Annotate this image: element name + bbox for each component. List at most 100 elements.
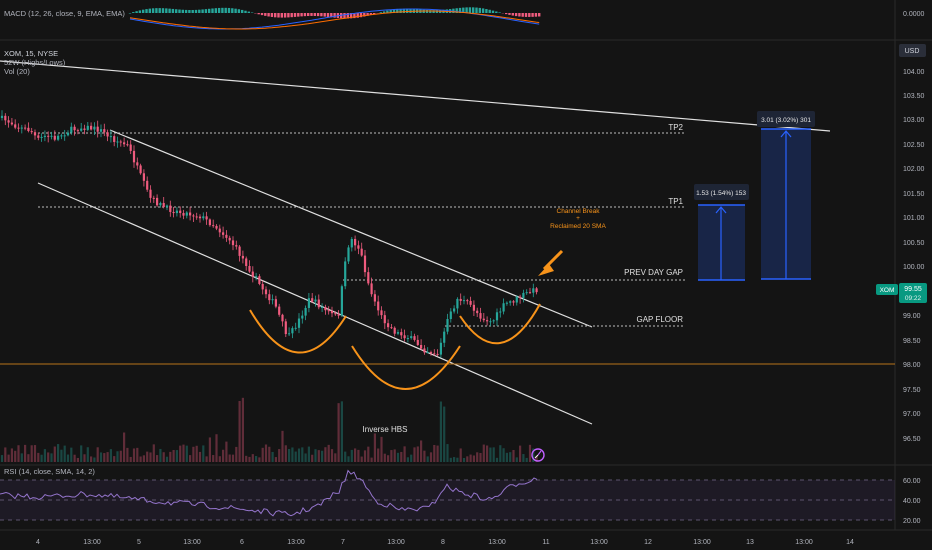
bar-countdown: 09:22	[905, 295, 922, 302]
candle-body	[486, 320, 489, 322]
candle-body	[453, 308, 456, 312]
candle-body	[466, 300, 469, 302]
macd-histogram-bar	[188, 9, 191, 13]
candle-body	[195, 216, 198, 218]
macd-histogram-bar	[198, 9, 201, 13]
macd-histogram-bar	[290, 13, 293, 18]
candle-body	[462, 300, 466, 302]
candle-body	[324, 306, 327, 311]
macd-histogram-bar	[231, 8, 234, 13]
tp1-measure-tool[interactable]	[694, 184, 749, 281]
macd-histogram-bar	[491, 10, 495, 13]
macd-histogram-bar	[366, 13, 369, 16]
volume-bar	[291, 447, 294, 462]
candle-body	[387, 323, 390, 328]
macd-histogram-bar	[280, 13, 283, 18]
macd-histogram-bar	[518, 13, 521, 17]
volume-bar	[40, 454, 43, 462]
volume-bars	[0, 397, 538, 462]
macd-histogram-bar	[184, 9, 188, 13]
volume-bar	[225, 441, 228, 462]
macd-histogram-bar	[498, 12, 501, 13]
volume-bar	[347, 456, 350, 462]
volume-bar	[429, 452, 433, 462]
volume-bar	[231, 454, 235, 462]
candle-body	[446, 319, 449, 332]
time-tick-label: 13:00	[795, 539, 813, 546]
macd-histogram-bar	[224, 7, 227, 13]
macd-histogram-bar	[237, 9, 241, 13]
volume-bar	[377, 448, 380, 462]
macd-histogram-bar	[432, 10, 435, 13]
prev-day-gap-label: PREV DAY GAP	[624, 268, 683, 277]
macd-histogram-bar	[514, 13, 518, 17]
candle-body	[535, 288, 538, 293]
macd-histogram-bar	[274, 13, 277, 18]
candle-body	[532, 288, 535, 293]
candle-body	[235, 245, 238, 247]
volume-bar	[27, 454, 30, 462]
tp2-measure-tool[interactable]	[757, 111, 815, 280]
volume-bar	[198, 451, 202, 462]
macd-indicator-label[interactable]: MACD (12, 26, close, 9, EMA, EMA)	[4, 9, 125, 18]
macd-histogram-bar	[475, 7, 478, 13]
candle-body	[347, 247, 350, 262]
volume-bar	[189, 455, 192, 462]
replay-clock-icon[interactable]	[531, 448, 545, 462]
volume-bar	[146, 451, 149, 462]
volume-bar	[129, 456, 132, 462]
volume-bar	[403, 446, 406, 462]
candle-body	[86, 125, 89, 130]
volume-bar	[218, 456, 221, 462]
volume-bar	[505, 452, 508, 462]
volume-bar	[363, 450, 367, 462]
candle-body	[80, 128, 83, 131]
candle-body	[251, 271, 254, 277]
volume-bar	[337, 403, 340, 462]
macd-histogram-bar	[217, 7, 221, 13]
candle-body	[512, 301, 515, 303]
volume-bar	[304, 453, 307, 462]
candle-body	[423, 348, 426, 353]
price-tick-label: 102.50	[903, 142, 925, 149]
price-tick-label: 97.50	[903, 387, 921, 394]
macd-histogram-bar	[429, 10, 432, 13]
price-axis[interactable]: 0.0000 USD 104.00 103.50 103.00 102.50 102.0…	[876, 11, 927, 525]
volume-bar	[301, 447, 304, 462]
volume-bar	[162, 452, 165, 462]
volume-bar	[43, 449, 46, 462]
volume-bar	[258, 457, 261, 462]
candle-body	[156, 197, 159, 206]
time-axis[interactable]: 4 13:00 5 13:00 6 13:00 7 13:00 8 13:00 11 13:00 12 1…	[36, 539, 854, 546]
macd-histogram-bar	[264, 13, 267, 16]
macd-histogram-bar	[257, 13, 260, 15]
macd-histogram-bar	[148, 8, 151, 13]
candle-body	[4, 115, 7, 121]
macd-histogram-bar	[244, 10, 247, 13]
macd-histogram-bar	[194, 9, 198, 13]
volume-label[interactable]: Vol (20)	[4, 67, 30, 76]
candle-body	[106, 132, 109, 137]
symbol-label[interactable]: XOM, 15, NYSE	[4, 49, 58, 58]
volume-bar	[175, 450, 178, 462]
volume-bar	[228, 454, 231, 462]
right-shoulder-arc	[459, 303, 541, 345]
candle-body	[354, 238, 357, 246]
currency-button[interactable]: USD	[905, 48, 920, 55]
candle-body	[212, 225, 215, 227]
macd-histogram-bar	[214, 8, 217, 13]
52w-label[interactable]: 52W (Highs/Lows)	[4, 58, 66, 67]
macd-histogram-bar	[538, 13, 541, 17]
candle-body	[367, 272, 370, 284]
volume-bar	[400, 451, 403, 462]
candle-body	[162, 202, 165, 208]
macd-histogram-bar	[320, 13, 323, 17]
volume-bar	[476, 452, 479, 462]
candle-body	[472, 304, 475, 311]
rsi-indicator-label[interactable]: RSI (14, close, SMA, 14, 2)	[4, 467, 95, 476]
candle-body	[132, 150, 136, 163]
volume-bar	[50, 453, 53, 462]
candle-body	[304, 307, 307, 316]
candle-body	[311, 298, 314, 302]
